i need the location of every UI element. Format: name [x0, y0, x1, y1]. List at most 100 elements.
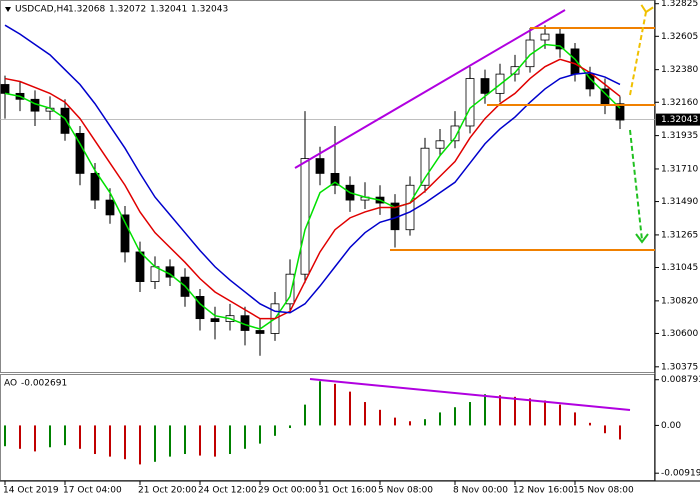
candle-body: [450, 125, 460, 142]
ao-panel: [0, 374, 655, 481]
header-value: 1.32072: [109, 5, 146, 15]
y-tick-label: 1.31935: [661, 131, 698, 141]
candle-body: [60, 107, 70, 134]
ao-bar: [109, 425, 111, 457]
x-tick-label: 8 Nov 00:00: [453, 486, 508, 496]
candle-body: [540, 33, 550, 41]
ao-bar: [604, 425, 606, 434]
ao-bar: [154, 425, 156, 462]
ao-bar: [424, 419, 426, 426]
candle-body: [615, 103, 625, 121]
x-tick-label: 15 Nov 08:00: [573, 486, 634, 496]
candle-body: [285, 273, 295, 305]
candle-body: [90, 173, 100, 201]
y-tick-label: 0.008793: [661, 375, 700, 385]
x-tick-label: 17 Oct 04:00: [63, 486, 122, 496]
y-tick-label: 1.31045: [661, 263, 698, 273]
down-arrow: [629, 129, 643, 241]
candle-body: [315, 158, 325, 174]
ao-value: -0.002691: [21, 379, 67, 389]
ao-bar: [169, 425, 171, 457]
symbol: USDCAD,H4: [15, 5, 69, 15]
x-tick-label: 29 Oct 00:00: [258, 486, 317, 496]
trend-line: [294, 9, 566, 169]
ao-bar: [124, 425, 126, 460]
ao-bar: [559, 404, 561, 426]
ao-bar: [34, 425, 36, 452]
up-arrow: [629, 11, 647, 96]
ao-bar: [379, 409, 381, 426]
ao-bar: [499, 395, 501, 426]
ao-bar: [79, 425, 81, 449]
ao-bar: [199, 425, 201, 456]
down-arrow-head: [635, 233, 649, 244]
candle-body: [210, 318, 220, 323]
ao-bar: [394, 417, 396, 426]
ao-bar: [364, 402, 366, 426]
ao-divergence-line: [309, 378, 631, 411]
up-arrow-head: [640, 4, 654, 13]
ao-bar: [319, 381, 321, 426]
ao-bar: [439, 412, 441, 426]
header-value: 1.32043: [191, 5, 228, 15]
candle-body: [405, 184, 415, 231]
ao-bar: [484, 394, 486, 426]
candle-body: [510, 66, 520, 75]
y-tick-label: 1.32380: [661, 65, 698, 75]
ao-bar: [214, 425, 216, 457]
y-tick-label: 1.32160: [661, 98, 698, 108]
candle-body: [135, 251, 145, 282]
candle-body: [525, 39, 535, 68]
ao-bar: [574, 412, 576, 426]
ao-bar: [454, 407, 456, 426]
ao-bar: [349, 391, 351, 426]
candle-body: [555, 33, 565, 50]
candle-body: [435, 140, 445, 149]
moving-average: [4, 58, 621, 320]
header-value: 1.32068: [68, 5, 105, 15]
candle-body: [75, 132, 85, 174]
x-tick-label: 14 Oct 2019: [3, 486, 59, 496]
candle-body: [255, 330, 265, 334]
ao-bar: [529, 398, 531, 426]
ao-bar: [589, 422, 591, 426]
y-tick-label: 1.30375: [661, 362, 698, 372]
candle-body: [300, 158, 310, 275]
candle-body: [105, 199, 115, 216]
ao-bar: [334, 383, 336, 426]
ao-bar: [304, 404, 306, 426]
x-tick-label: 31 Oct 16:00: [318, 486, 377, 496]
x-tick-label: 24 Oct 12:00: [198, 486, 257, 496]
ao-bar: [469, 402, 471, 426]
ao-bar: [274, 425, 276, 436]
candle-body: [420, 147, 430, 186]
candle-body: [150, 266, 160, 282]
y-tick-label: -0.009191: [661, 469, 700, 479]
x-tick-label: 5 Nov 08:00: [378, 486, 433, 496]
candle-body: [465, 78, 475, 127]
y-tick-label: 1.31265: [661, 230, 698, 240]
y-tick-label: 1.31710: [661, 164, 698, 174]
x-tick-label: 12 Nov 16:00: [513, 486, 574, 496]
ao-bar: [19, 425, 21, 449]
ao-bar: [289, 425, 291, 429]
y-tick-label: 0.00: [661, 421, 681, 431]
y-tick-label: 1.30820: [661, 296, 698, 306]
ao-bar: [94, 425, 96, 455]
candle-body: [120, 214, 130, 253]
header-value: 1.32041: [150, 5, 187, 15]
y-tick-label: 1.32605: [661, 32, 698, 42]
dropdown-icon: [5, 7, 11, 12]
candle-body: [330, 173, 340, 186]
candle-body: [0, 84, 10, 94]
ao-bar: [259, 425, 261, 444]
moving-average: [4, 24, 621, 314]
ao-bar: [619, 425, 621, 440]
ao-title: AO: [4, 379, 17, 389]
ao-bar: [49, 425, 51, 448]
ao-bar: [409, 421, 411, 426]
ao-bar: [139, 425, 141, 465]
current-price-label: 1.32043: [661, 115, 698, 125]
price-tag: [656, 113, 700, 126]
